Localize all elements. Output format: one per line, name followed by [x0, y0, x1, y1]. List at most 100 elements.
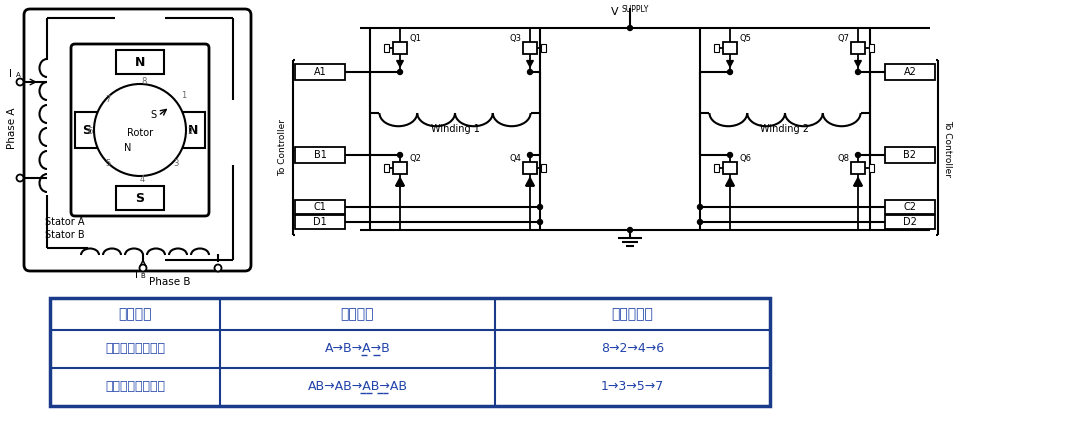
Text: Phase A: Phase A — [6, 107, 17, 149]
Bar — [384, 44, 389, 52]
Polygon shape — [853, 178, 863, 186]
Bar — [869, 164, 874, 172]
Text: 1→3→5→7: 1→3→5→7 — [600, 381, 664, 393]
Text: N: N — [135, 55, 145, 69]
Text: Q6: Q6 — [739, 154, 751, 162]
Circle shape — [698, 204, 702, 209]
Polygon shape — [395, 178, 405, 186]
Text: Winding 2: Winding 2 — [760, 124, 810, 134]
Circle shape — [855, 153, 861, 157]
Bar — [116, 50, 164, 74]
Text: 5: 5 — [106, 159, 110, 168]
Bar — [50, 298, 770, 406]
Text: S: S — [135, 192, 145, 204]
Text: To Controller: To Controller — [944, 120, 953, 176]
Text: 步进模式: 步进模式 — [118, 307, 152, 321]
Text: 7: 7 — [106, 96, 110, 104]
Text: S: S — [150, 110, 157, 120]
Bar — [181, 112, 205, 148]
Text: 4: 4 — [139, 175, 145, 184]
Bar — [541, 44, 546, 52]
Text: Rotor: Rotor — [127, 128, 153, 138]
Polygon shape — [396, 60, 403, 67]
Bar — [393, 42, 407, 54]
Text: C2: C2 — [904, 202, 917, 212]
Text: Q8: Q8 — [837, 154, 849, 162]
Bar — [851, 162, 865, 174]
Text: 6: 6 — [87, 127, 93, 137]
Text: B: B — [140, 273, 145, 279]
Polygon shape — [727, 60, 733, 67]
Bar — [384, 164, 389, 172]
Text: 8→2→4→6: 8→2→4→6 — [600, 343, 664, 355]
Text: Stator B: Stator B — [45, 230, 84, 240]
Text: To Controller: To Controller — [279, 120, 287, 176]
Bar — [885, 64, 935, 80]
Text: Q7: Q7 — [837, 33, 849, 42]
Text: A1: A1 — [313, 67, 326, 77]
Text: N: N — [124, 143, 132, 153]
Circle shape — [855, 69, 861, 74]
Circle shape — [698, 220, 702, 225]
Circle shape — [527, 153, 532, 157]
Polygon shape — [854, 60, 862, 67]
Circle shape — [728, 69, 732, 74]
Text: D2: D2 — [903, 217, 917, 227]
Text: Winding 1: Winding 1 — [431, 124, 480, 134]
Polygon shape — [726, 178, 734, 186]
Text: SUPPLY: SUPPLY — [621, 5, 648, 14]
Bar — [523, 162, 537, 174]
Text: C1: C1 — [313, 202, 326, 212]
Circle shape — [627, 25, 633, 30]
Text: A: A — [16, 72, 21, 78]
Text: 3: 3 — [173, 159, 178, 168]
Circle shape — [139, 264, 147, 272]
Circle shape — [728, 153, 732, 157]
Bar — [869, 44, 874, 52]
Text: 单相励磁整步模式: 单相励磁整步模式 — [105, 343, 165, 355]
Bar — [393, 162, 407, 174]
Text: Q1: Q1 — [409, 33, 421, 42]
Bar — [885, 200, 935, 214]
Polygon shape — [526, 178, 535, 186]
Circle shape — [538, 204, 542, 209]
Text: N: N — [188, 124, 199, 137]
Bar — [295, 215, 345, 229]
Bar — [723, 162, 737, 174]
Text: 1: 1 — [181, 91, 187, 101]
Bar — [714, 164, 719, 172]
Circle shape — [94, 84, 186, 176]
Text: Q3: Q3 — [509, 33, 521, 42]
Text: D1: D1 — [313, 217, 327, 227]
Text: B2: B2 — [904, 150, 917, 160]
Text: Stator A: Stator A — [45, 217, 84, 227]
Text: 双向励磁整部模式: 双向励磁整部模式 — [105, 381, 165, 393]
Circle shape — [215, 264, 221, 272]
Bar — [723, 42, 737, 54]
Bar — [523, 42, 537, 54]
Circle shape — [627, 228, 633, 233]
Text: I: I — [135, 270, 137, 280]
Circle shape — [527, 69, 532, 74]
Bar — [851, 42, 865, 54]
Bar — [116, 186, 164, 210]
Text: B1: B1 — [313, 150, 326, 160]
Bar — [295, 64, 345, 80]
Text: Q5: Q5 — [739, 33, 751, 42]
Bar — [714, 44, 719, 52]
Text: I: I — [10, 69, 13, 79]
Circle shape — [16, 175, 24, 181]
Circle shape — [16, 79, 24, 85]
Text: Phase B: Phase B — [149, 277, 191, 287]
Bar — [295, 200, 345, 214]
Text: 通电顺序: 通电顺序 — [341, 307, 375, 321]
Circle shape — [538, 220, 542, 225]
Bar — [75, 112, 99, 148]
Bar — [885, 215, 935, 229]
Bar — [885, 147, 935, 163]
Text: Q2: Q2 — [409, 154, 421, 162]
Text: Q4: Q4 — [509, 154, 521, 162]
Text: 2: 2 — [187, 127, 192, 137]
Circle shape — [397, 69, 403, 74]
Text: V: V — [611, 7, 619, 17]
